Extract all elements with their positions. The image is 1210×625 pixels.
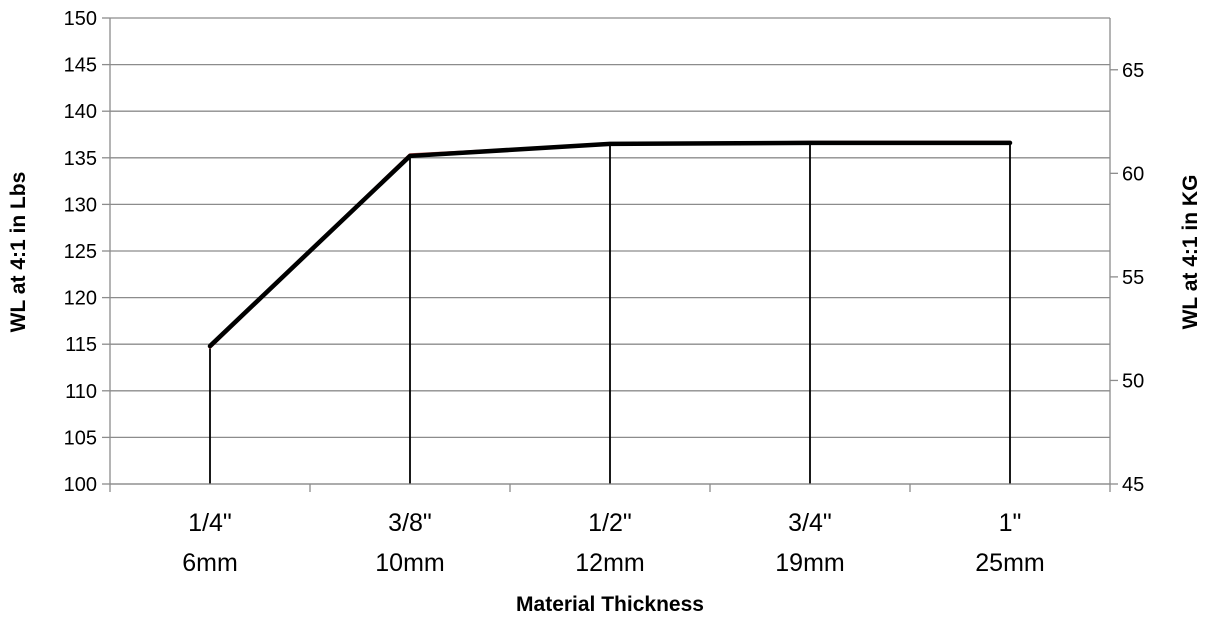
- y-tick-label: 105: [64, 427, 97, 449]
- series-lines: [207, 140, 1013, 349]
- x-tick-label: 3/4": [788, 509, 832, 537]
- y-tick-label: 120: [64, 288, 97, 310]
- x-axis-title: Material Thickness: [516, 593, 704, 616]
- x-tick-label: 3/8": [388, 509, 432, 537]
- x-tick-label: 1/4": [188, 509, 232, 537]
- x-tick-label: 1/2": [588, 509, 632, 537]
- y2-tick-label: 55: [1122, 267, 1144, 289]
- x-tick-sublabel: 6mm: [182, 549, 238, 577]
- y2-tick-label: 60: [1122, 163, 1144, 185]
- y-tick-label: 135: [64, 148, 97, 170]
- y2-tick-label: 50: [1122, 370, 1144, 392]
- series-line: [207, 140, 1013, 349]
- tick-labels: 100 105 110 115 120 125 130 135 140 145 150 45 50 55 6…: [64, 8, 1145, 577]
- x-tick-sublabel: 25mm: [975, 549, 1044, 577]
- x-tick-sublabel: 12mm: [575, 549, 644, 577]
- y-tick-label: 115: [65, 334, 97, 356]
- y-tick-label: 100: [64, 474, 97, 496]
- x-tick-sublabel: 10mm: [375, 549, 444, 577]
- y-tick-label: 110: [65, 381, 97, 403]
- y-tick-label: 125: [64, 241, 97, 263]
- y2-tick-label: 65: [1122, 60, 1144, 82]
- y-tick-label: 145: [64, 55, 97, 77]
- y2-tick-label: 45: [1122, 474, 1144, 496]
- y-tick-label: 150: [64, 8, 97, 30]
- drop-lines: [209, 142, 1011, 484]
- plot-frame: [109, 18, 1111, 485]
- y-tick-label: 130: [64, 194, 97, 216]
- y-tick-label: 140: [64, 101, 97, 123]
- x-tick-label: 1": [999, 509, 1022, 537]
- x-tick-sublabel: 19mm: [775, 549, 844, 577]
- y2-axis-title: WL at 4:1 in KG: [1179, 175, 1202, 330]
- y-axis-title: WL at 4:1 in Lbs: [7, 172, 30, 333]
